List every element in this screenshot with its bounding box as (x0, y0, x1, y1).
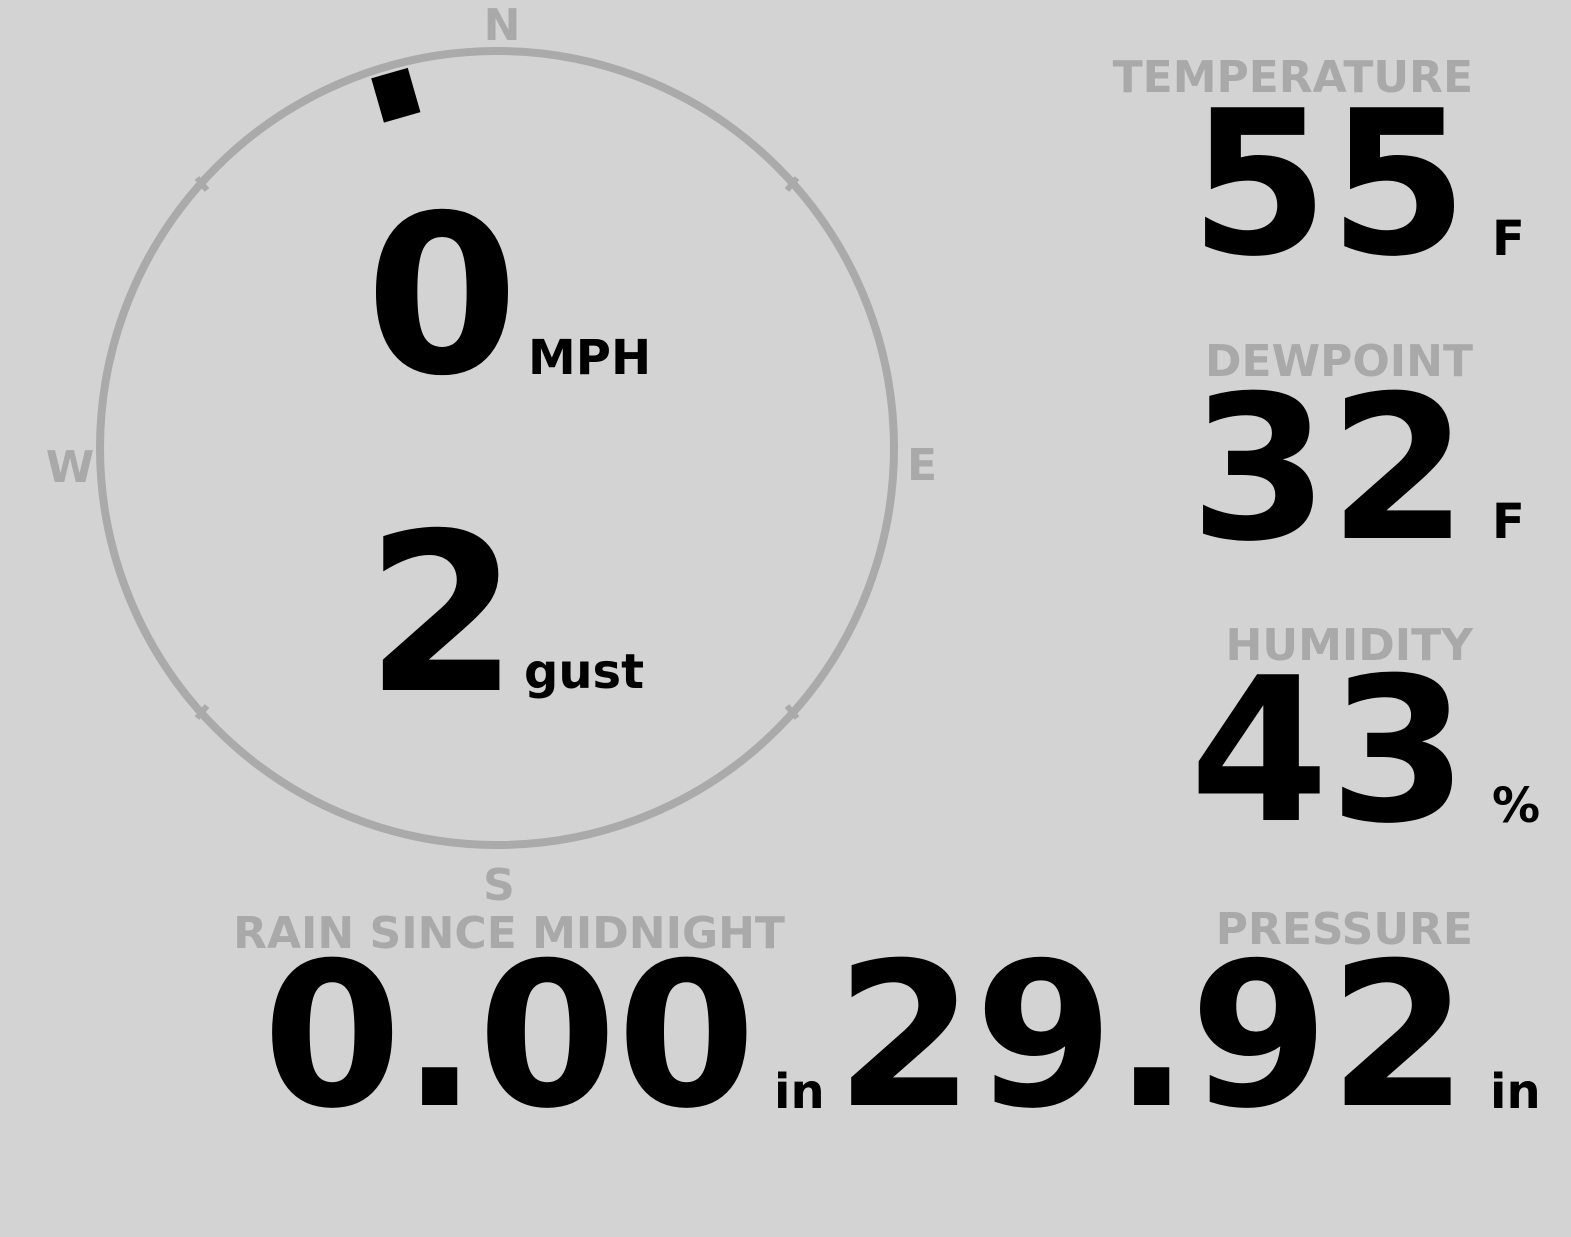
rain-value: 0.00 (263, 920, 756, 1153)
compass-e: E (907, 440, 937, 491)
temperature-unit: F (1492, 211, 1525, 267)
compass-w: W (46, 442, 95, 493)
pressure-label: PRESSURE (1216, 904, 1473, 955)
dewpoint-label: DEWPOINT (1205, 336, 1473, 387)
rain-unit: in (774, 1064, 825, 1120)
compass-ticks (194, 176, 800, 720)
compass-ring (96, 47, 898, 849)
compass-s: S (483, 860, 515, 911)
compass-n: N (484, 0, 521, 51)
pressure-value: 29.92 (835, 920, 1468, 1153)
wind-gust-unit: gust (524, 644, 644, 700)
rain-label: RAIN SINCE MIDNIGHT (233, 908, 785, 959)
dewpoint-value: 32 (1190, 353, 1468, 586)
wind-speed-unit: MPH (528, 330, 651, 386)
wind-speed: 0 (365, 168, 518, 424)
wind-gust: 2 (365, 486, 518, 742)
humidity-unit: % (1492, 778, 1540, 834)
humidity-label: HUMIDITY (1226, 620, 1475, 671)
pressure-unit: in (1490, 1064, 1541, 1120)
dewpoint-unit: F (1492, 494, 1525, 550)
temperature-label: TEMPERATURE (1113, 52, 1473, 103)
wind-direction-marker (371, 67, 421, 123)
temperature-value: 55 (1190, 68, 1468, 301)
humidity-value: 43 (1190, 635, 1468, 868)
